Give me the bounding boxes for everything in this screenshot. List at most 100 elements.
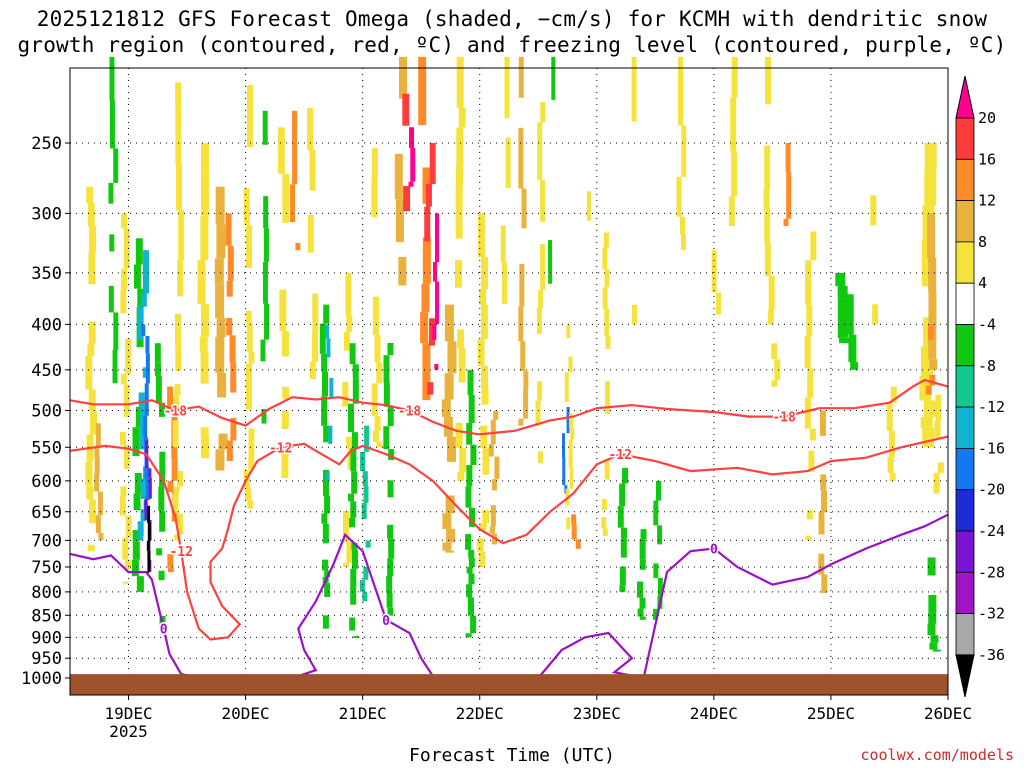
- omega-cell: [764, 242, 771, 276]
- omega-cell: [121, 268, 128, 290]
- colorbar-swatch: [955, 282, 975, 325]
- omega-cell: [321, 353, 328, 372]
- omega-cell: [639, 616, 646, 620]
- omega-cell: [98, 533, 104, 541]
- omega-cell: [137, 536, 144, 541]
- omega-cell: [805, 260, 812, 305]
- omega-cell: [108, 182, 114, 204]
- omega-cell: [466, 567, 473, 574]
- omega-cell: [520, 341, 526, 372]
- omega-cell: [148, 468, 152, 478]
- omega-cell: [837, 298, 848, 338]
- omega-cell: [156, 548, 163, 556]
- colorbar-label: -12: [978, 398, 1005, 416]
- omega-cell: [395, 199, 404, 243]
- omega-cell: [120, 486, 127, 496]
- omega-cell: [121, 213, 128, 229]
- omega-cell: [767, 310, 774, 325]
- omega-cell: [200, 436, 209, 459]
- omega-cell: [480, 425, 488, 449]
- y-tick-label: 950: [31, 649, 62, 669]
- omega-cell: [245, 310, 252, 324]
- omega-cell: [324, 495, 331, 514]
- omega-cell: [601, 498, 607, 511]
- contour-line: [69, 513, 949, 680]
- omega-cell: [282, 173, 290, 223]
- omega-cell: [279, 289, 287, 332]
- omega-cell: [482, 448, 490, 463]
- y-tick-label: 800: [31, 583, 62, 603]
- omega-cell: [458, 107, 466, 128]
- omega-cell: [468, 558, 475, 568]
- x-tick-label: 26DEC: [924, 704, 972, 723]
- colorbar-label: -16: [978, 439, 1005, 457]
- omega-cell: [349, 343, 356, 365]
- omega-cell: [837, 286, 848, 299]
- omega-cell: [133, 493, 141, 511]
- colorbar-swatch: [955, 365, 975, 408]
- omega-cell: [540, 101, 546, 123]
- omega-cell: [120, 373, 127, 385]
- omega-cell: [376, 442, 383, 448]
- omega-cell: [178, 210, 185, 261]
- omega-cell: [575, 539, 581, 549]
- omega-cell: [927, 623, 936, 636]
- contour-label: -12: [169, 545, 192, 560]
- omega-cell: [455, 185, 463, 239]
- omega-cell: [447, 341, 457, 374]
- omega-cell: [137, 306, 144, 340]
- omega-cell: [571, 514, 577, 525]
- omega-cell: [806, 509, 813, 520]
- omega-cell: [677, 56, 683, 126]
- omega-cell: [424, 206, 431, 242]
- omega-cell: [456, 56, 464, 108]
- omega-cell: [353, 635, 360, 638]
- omega-cell: [653, 563, 659, 578]
- omega-cell: [218, 433, 228, 450]
- omega-cell: [387, 480, 394, 498]
- omega-cell: [136, 576, 144, 592]
- omega-cell: [455, 166, 463, 186]
- omega-cell: [167, 554, 174, 568]
- omega-cell: [457, 329, 465, 348]
- omega-cell: [322, 615, 329, 629]
- omega-cell: [458, 347, 466, 383]
- omega-cell: [929, 359, 938, 370]
- omega-cell: [307, 107, 314, 151]
- colorbar-swatch: [955, 200, 975, 243]
- omega-cell: [388, 449, 395, 461]
- contour-label: 0: [160, 623, 168, 638]
- omega-cell: [640, 529, 647, 539]
- omega-cell: [326, 338, 331, 358]
- omega-cell: [342, 381, 349, 407]
- omega-cell: [566, 324, 571, 339]
- omega-cell: [535, 400, 541, 426]
- omega-cell: [108, 285, 114, 313]
- omega-cell: [924, 169, 937, 206]
- colorbar-swatch: [955, 613, 975, 656]
- omega-cell: [312, 332, 319, 362]
- colorbar-label: 20: [978, 109, 996, 127]
- y-tick-label: 650: [31, 503, 62, 523]
- omega-cell: [140, 509, 147, 522]
- omega-cell: [937, 462, 944, 473]
- omega-cell: [350, 586, 357, 605]
- omega-cell: [217, 372, 227, 398]
- omega-cell: [928, 595, 937, 613]
- omega-cell: [771, 343, 778, 360]
- omega-cell: [94, 446, 100, 459]
- omega-cell: [681, 125, 687, 177]
- omega-cell: [432, 262, 437, 282]
- omega-cell: [468, 573, 475, 585]
- omega-cell: [97, 491, 103, 516]
- omega-cell: [870, 195, 877, 226]
- omega-cell: [445, 495, 455, 514]
- omega-cell: [319, 323, 326, 354]
- y-tick-label: 500: [31, 402, 62, 422]
- omega-cell: [309, 361, 316, 380]
- contour-label: -18: [398, 405, 422, 420]
- omega-cell: [730, 97, 737, 152]
- omega-cell: [325, 471, 330, 481]
- omega-cell: [123, 228, 130, 269]
- omega-cell: [88, 252, 96, 285]
